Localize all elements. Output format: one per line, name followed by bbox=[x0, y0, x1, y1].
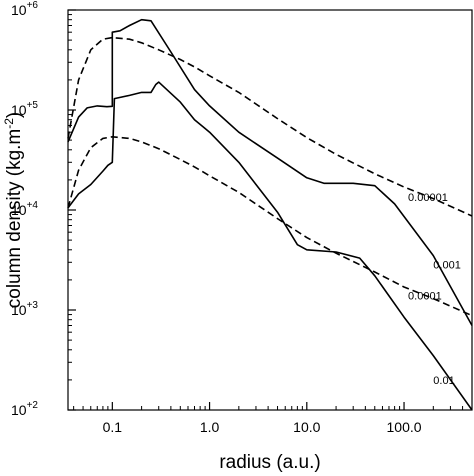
curve-label: 0.00001 bbox=[408, 192, 448, 204]
plot-frame bbox=[67, 9, 473, 411]
curve-label: 0.01 bbox=[433, 375, 454, 387]
x-tick-label: 0.1 bbox=[103, 419, 123, 435]
series-line-2 bbox=[67, 136, 473, 317]
x-tick-label: 100.0 bbox=[387, 419, 422, 435]
y-tick-label: 10+2 bbox=[11, 400, 38, 418]
y-axis-title-exponent: -2 bbox=[2, 118, 16, 129]
y-axis-title-base: column density (kg.m bbox=[4, 129, 25, 309]
x-tick-label: 1.0 bbox=[200, 419, 220, 435]
curve-label: 0.001 bbox=[433, 260, 461, 272]
series-line-1 bbox=[67, 36, 473, 217]
series-line-3 bbox=[67, 18, 473, 326]
y-tick-label: 10+3 bbox=[11, 300, 38, 318]
y-tick-label: 10+4 bbox=[11, 200, 38, 218]
curve-label-layer: 0.00001 0.001 0.0001 0.01 bbox=[408, 192, 461, 387]
series-line-4 bbox=[67, 81, 473, 411]
x-axis-title: radius (a.u.) bbox=[219, 452, 320, 473]
series-layer bbox=[67, 18, 473, 411]
curve-label: 0.0001 bbox=[408, 290, 442, 302]
y-axis-title: column density (kg.m-2) bbox=[2, 112, 25, 309]
y-axis-title-close: ) bbox=[4, 112, 25, 118]
y-tick-label: 10+5 bbox=[11, 100, 38, 118]
y-tick-label: 10+6 bbox=[11, 0, 38, 18]
x-tick-label: 10.0 bbox=[293, 419, 320, 435]
tick-layer: 0.1 1.0 10.0 100.0 10+2 10+3 10+4 10+5 10+6 bbox=[11, 0, 464, 435]
